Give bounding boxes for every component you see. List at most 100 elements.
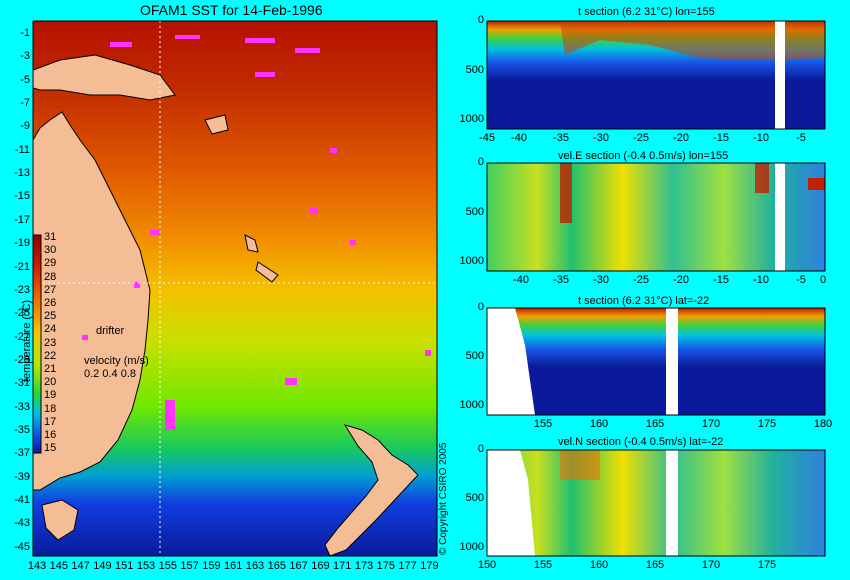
section-1-x-tick: -20 [673,132,689,144]
section-4-x-tick: 150 [477,559,497,571]
velocity-label: velocity (m/s) [84,355,149,367]
section-3-gap [666,308,678,415]
colorbar-tick: 24 [44,323,57,336]
colorbar-tick: 15 [44,442,57,455]
section-4-y-tick: 1000 [459,540,484,553]
colorbar-tick: 31 [44,231,57,243]
map-y-tick: -43 [14,517,30,530]
map-x-tick: 173 [354,560,374,572]
map-x-tick: 145 [49,560,68,572]
copyright-text: © Copyright CSIRO 2005 [438,442,449,555]
map-y-tick: -3 [20,50,30,63]
map-x-tick: 163 [245,560,265,572]
map-y-tick: -15 [14,190,30,203]
section-2-x-tick: -35 [553,274,569,286]
section-2-plot [486,162,826,272]
section-1-x-tick: -40 [511,132,527,144]
tasmania-land [41,499,79,541]
colorbar-tick: 25 [44,310,57,323]
section-3-title: t section (6.2 31°C) lat=-22 [578,295,710,307]
section-4-field [487,450,825,556]
section-2-x-tick: -20 [673,274,689,286]
map-x-tick: 179 [420,560,439,572]
section-1-x-tick: -10 [753,132,769,144]
section-3-x-tick: 160 [589,418,609,430]
colorbar-tick: 30 [44,244,57,257]
section-3-land-mask [487,308,535,415]
solomon-islands [204,114,229,135]
section-1-x-tick: -25 [633,132,649,144]
sst-map [32,20,438,557]
section-3-x-tick: 175 [757,418,777,430]
map-x-tick: 149 [93,560,112,572]
colorbar-tick: 19 [44,389,57,402]
map-y-tick: -5 [20,73,30,86]
new-caledonia-island [255,261,279,283]
map-x-tick: 155 [158,560,177,572]
section-1-warm-layer [487,21,825,60]
map-x-tick: 169 [311,560,330,572]
section-2-y-tick: 1000 [459,255,484,268]
section-4-y-tick: 0 [477,443,484,455]
section-1-plot [486,20,826,130]
section-2-x-tick: -10 [753,274,769,286]
section-4-x-tick: 155 [533,559,553,571]
section-1-x-tick: -5 [796,132,806,144]
section-3-y-tick: 0 [477,301,484,313]
colorbar-tick: 23 [44,336,57,349]
section-4-title: vel.N section (-0.4 0.5m/s) lat=-22 [558,436,724,448]
map-y-tick: -27 [14,330,30,343]
map-x-tick: 153 [136,560,156,572]
colorbar [32,234,42,454]
map-y-tick: -35 [14,423,30,436]
map-y-tick: -17 [14,213,30,226]
section-2-x-tick: -25 [633,274,649,286]
map-x-tick: 157 [180,560,199,572]
colorbar-tick: 20 [44,376,57,389]
map-x-tick: 159 [202,560,221,572]
section-1-x-tick: -35 [553,132,569,144]
section-4-land-mask [487,450,535,556]
section-4-x-tick: 170 [701,559,721,571]
section-2-field [487,163,825,271]
section-3-x-tick: 180 [813,418,833,430]
map-y-tick: -45 [14,540,30,553]
drifter-label: drifter [96,325,125,337]
section-3-field [487,308,825,415]
map-y-tick: -29 [14,353,30,366]
section-2-y-tick: 500 [465,205,484,218]
map-x-tick: 147 [71,560,90,572]
section-1-x-tick: -30 [593,132,609,144]
section-2-frame [486,162,826,272]
section-2-jet [560,163,572,223]
map-y-tick: -13 [14,167,30,180]
map-x-tick: 161 [224,560,243,572]
map-x-tick: 151 [115,560,134,572]
map-x-tick: 175 [376,560,395,572]
section-4-x-tick: 175 [757,559,777,571]
map-y-tick: -7 [20,97,30,110]
section-2-x-tick: -5 [796,274,806,286]
map-y-tick: -19 [14,237,30,250]
colorbar-tick: 22 [44,349,57,362]
section-2-title: vel.E section (-0.4 0.5m/s) lon=155 [558,150,729,162]
velocity-values: 0.2 0.4 0.8 [84,368,136,380]
colorbar-scale [32,234,42,454]
section-1-x-tick: -15 [713,132,729,144]
section-3-x-tick: 155 [533,418,553,430]
map-y-tick: -39 [14,470,30,483]
section-4-x-tick: 160 [589,559,609,571]
vanuatu-island [244,234,259,253]
australia-land [32,111,151,491]
section-2-gap [775,163,785,271]
colorbar-label: temperature (°C) [21,299,33,382]
drifter-tracks [82,35,431,430]
colorbar-tick: 28 [44,270,57,283]
section-4-y-tick: 500 [465,491,484,504]
colorbar-tick: 17 [44,415,57,428]
colorbar-tick: 27 [44,283,57,296]
section-3-x-tick: 165 [645,418,665,430]
section-2-jet-east [755,163,769,193]
section-4-gap [666,450,678,556]
section-1-gap [775,21,785,129]
